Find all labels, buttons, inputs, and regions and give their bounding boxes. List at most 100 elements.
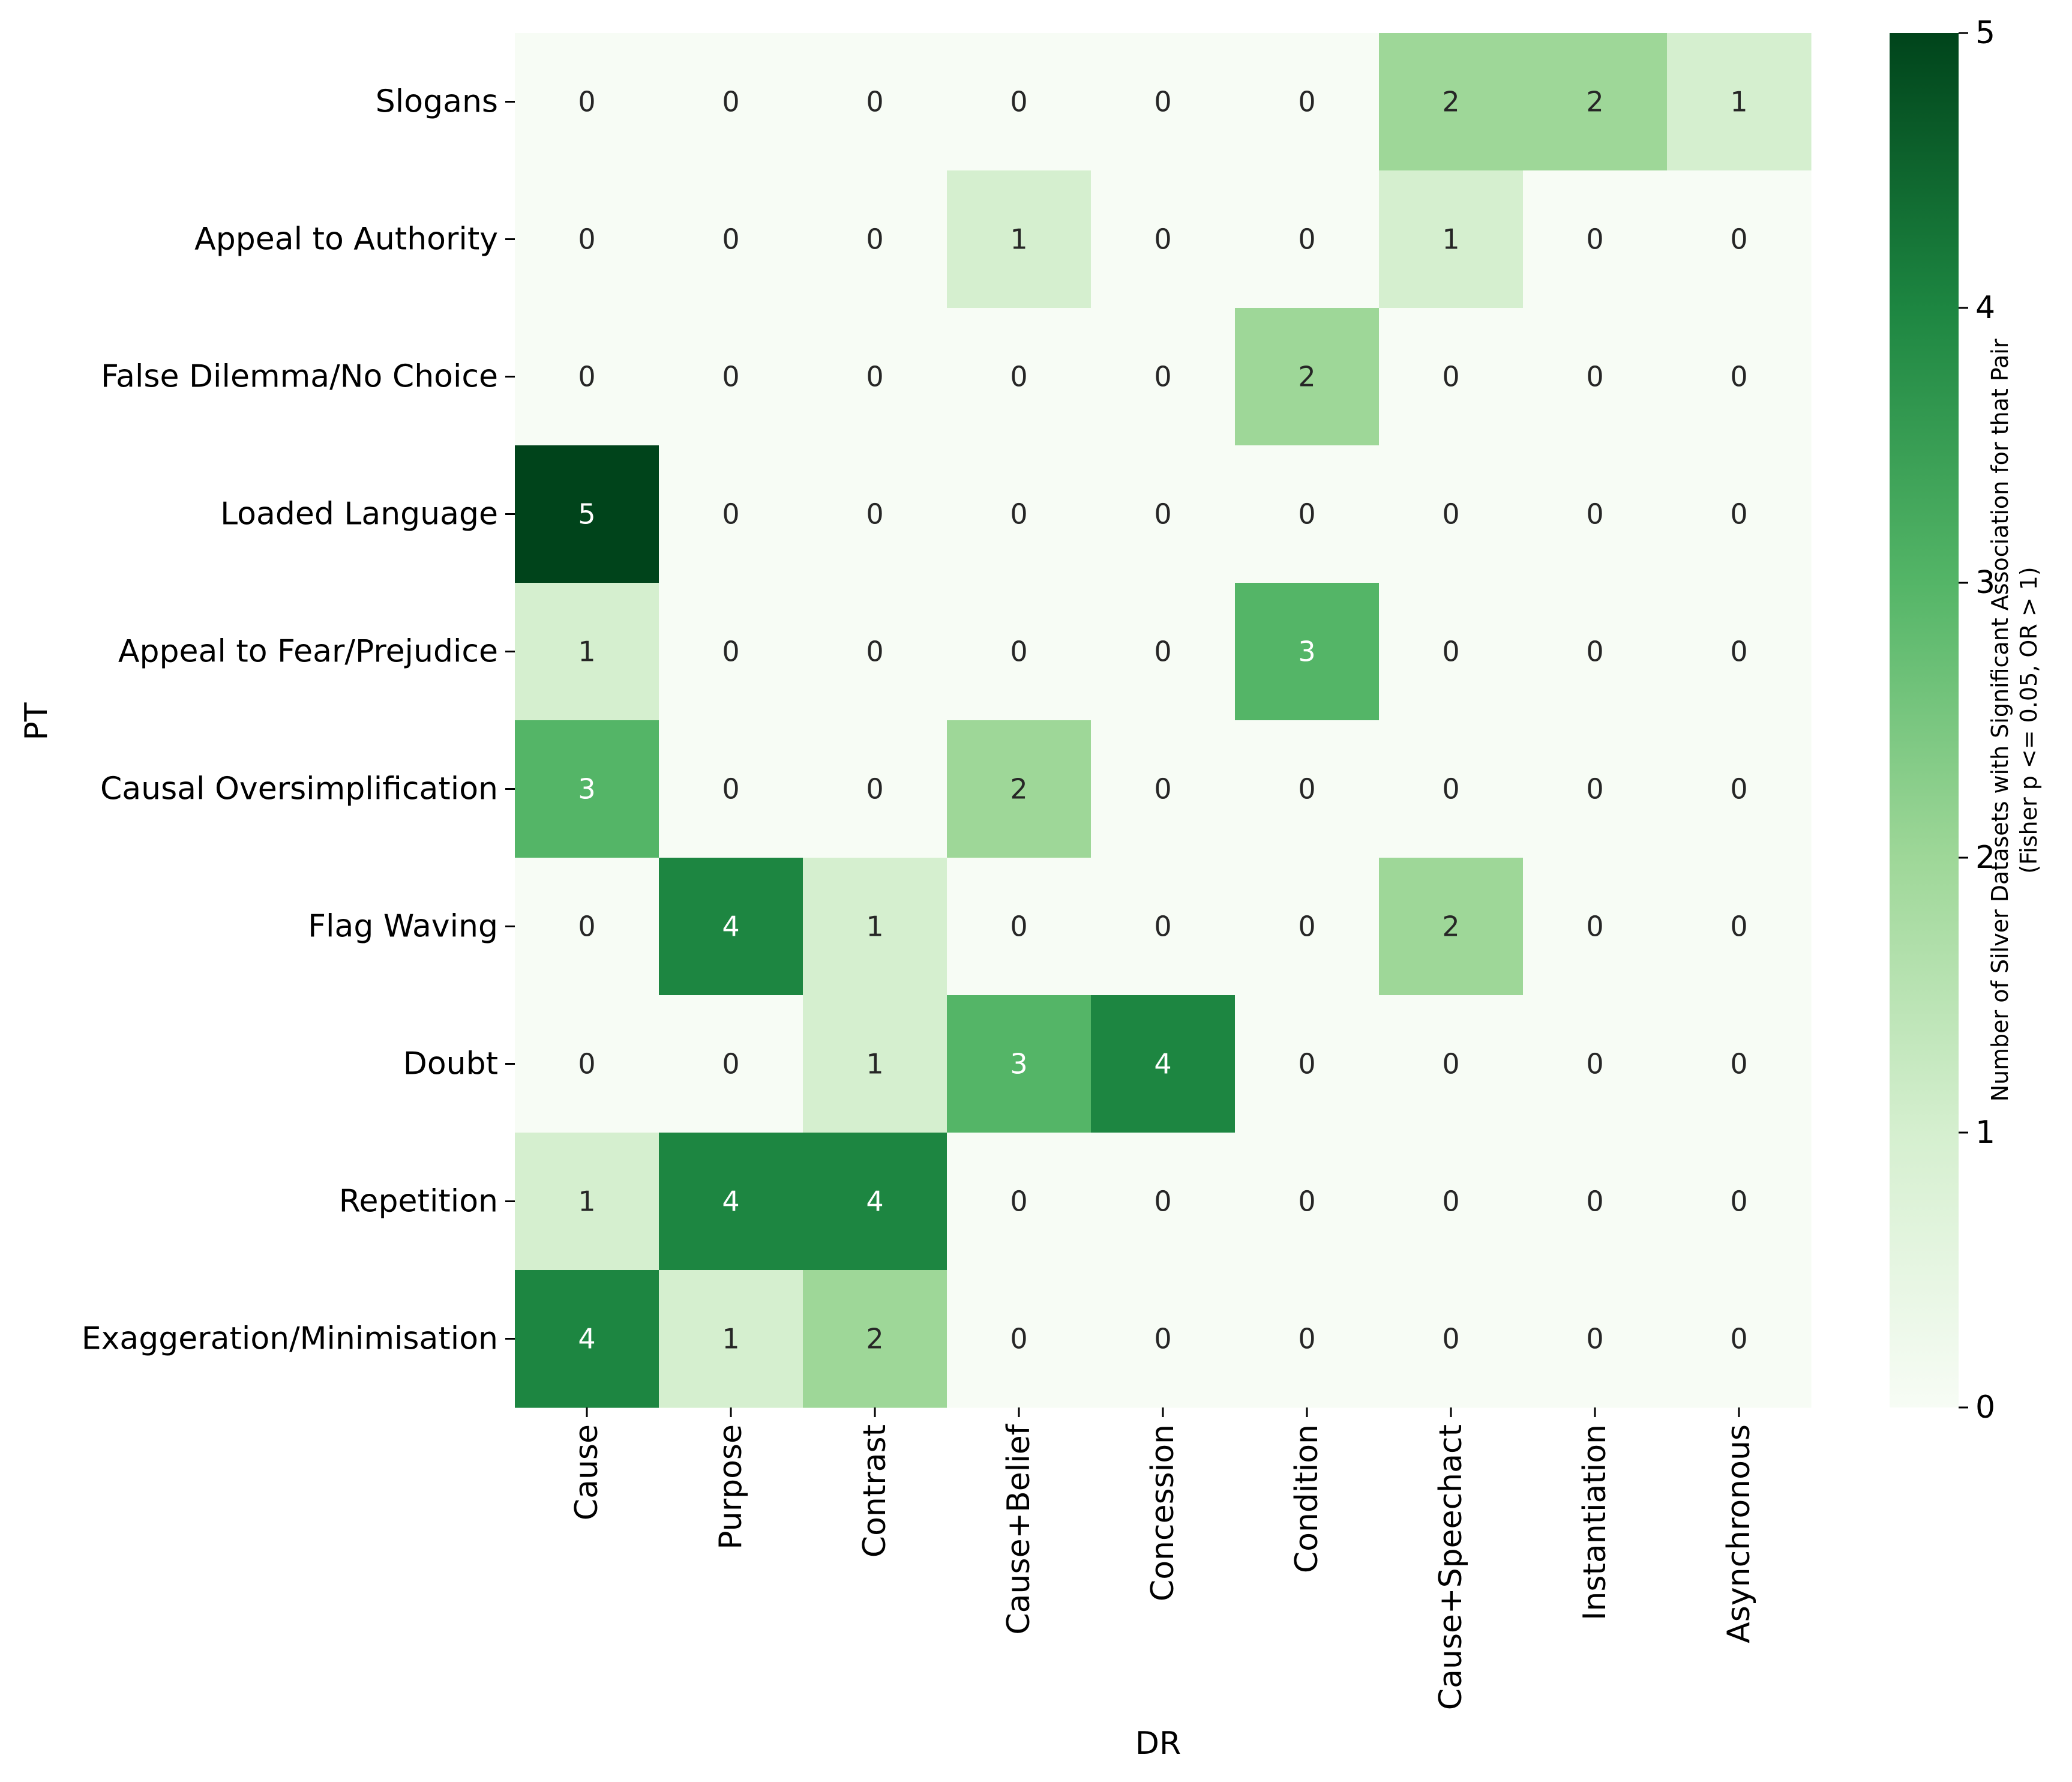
heatmap-cell	[1667, 308, 1812, 446]
heatmap-cell	[1667, 858, 1812, 996]
x-axis-ticks: Cause Purpose Contrast Cause+Belief Concessi…	[569, 1407, 1757, 1710]
heatmap-cell	[1091, 170, 1236, 309]
cell-value-label: 0	[722, 361, 739, 393]
heatmap-cell	[1523, 720, 1668, 858]
heatmap-cell	[515, 583, 659, 721]
cell-value-label: 0	[1442, 636, 1459, 668]
cell-value-label: 2	[1298, 361, 1315, 393]
y-tick-label: Exaggeration/Minimisation	[82, 1321, 498, 1357]
heatmap-cell	[1235, 995, 1380, 1133]
cell-value-label: 0	[578, 223, 595, 256]
y-tick-label: Appeal to Fear/Prejudice	[118, 634, 498, 670]
cell-value-label: 0	[1154, 223, 1171, 256]
y-axis-ticks: Slogans Appeal to Authority False Dilemma/…	[82, 84, 515, 1357]
cell-value-label: 0	[722, 86, 739, 118]
cell-value-label: 0	[1442, 1185, 1459, 1218]
cell-value-label: 0	[1298, 1185, 1315, 1218]
heatmap-cell	[947, 858, 1092, 996]
cell-value-label: 2	[1442, 86, 1459, 118]
heatmap-cell	[1379, 583, 1524, 721]
cell-value-label: 0	[1298, 1323, 1315, 1355]
cell-value-label: 0	[1586, 1048, 1603, 1080]
x-tick-label: Condition	[1289, 1424, 1325, 1573]
heatmap-cell	[1235, 308, 1380, 446]
cell-value-label: 0	[578, 361, 595, 393]
cell-value-label: 0	[1586, 361, 1603, 393]
cell-value-label: 0	[722, 223, 739, 256]
heatmap-cell	[515, 1270, 659, 1408]
cell-value-label: 1	[1010, 223, 1027, 256]
cell-value-label: 1	[578, 1185, 595, 1218]
cell-value-label: 0	[1010, 636, 1027, 668]
cell-value-label: 3	[1010, 1048, 1027, 1080]
heatmap-cell	[515, 170, 659, 309]
y-tick-label: Slogans	[376, 84, 498, 120]
y-tick-label: False Dilemma/No Choice	[101, 359, 498, 395]
cell-value-label: 0	[1154, 773, 1171, 805]
cell-value-label: 0	[1586, 636, 1603, 668]
heatmap-cell	[1091, 995, 1236, 1133]
cell-value-label: 1	[866, 911, 883, 943]
cell-value-label: 0	[1010, 1185, 1027, 1218]
heatmap-cell	[947, 995, 1092, 1133]
heatmap-cell	[1379, 1133, 1524, 1271]
heatmap-cell	[1379, 995, 1524, 1133]
heatmap-cell	[803, 445, 947, 583]
heatmap-cell	[659, 445, 803, 583]
heatmap-cell	[659, 1133, 803, 1271]
heatmap-cell	[803, 308, 947, 446]
cell-value-label: 0	[1730, 361, 1747, 393]
cell-value-label: 3	[1298, 636, 1315, 668]
cell-value-label: 0	[1298, 223, 1315, 256]
heatmap-cell	[1523, 308, 1668, 446]
heatmap-cell	[1379, 308, 1524, 446]
heatmap-cell	[1235, 445, 1380, 583]
heatmap-cell	[1523, 583, 1668, 721]
heatmap-cell	[1523, 995, 1668, 1133]
cell-value-label: 0	[1442, 1048, 1459, 1080]
cell-value-label: 4	[722, 1185, 739, 1218]
heatmap-cell	[803, 995, 947, 1133]
cell-value-label: 0	[1154, 361, 1171, 393]
cell-value-label: 1	[578, 636, 595, 668]
colorbar-tick-label: 4	[1975, 290, 1995, 326]
x-tick-label: Concession	[1145, 1424, 1181, 1601]
heatmap-cell	[515, 308, 659, 446]
heatmap-cell	[1523, 1270, 1668, 1408]
heatmap-cell	[803, 583, 947, 721]
colorbar-tick-label: 5	[1975, 15, 1995, 51]
heatmap-cell	[947, 170, 1092, 309]
heatmap-cell	[1523, 858, 1668, 996]
heatmap-cell	[1235, 858, 1380, 996]
x-tick-label: Cause	[569, 1424, 605, 1520]
heatmap-cell	[1667, 720, 1812, 858]
cell-value-label: 0	[1586, 1185, 1603, 1218]
cell-value-label: 0	[1730, 1048, 1747, 1080]
heatmap-cell	[803, 1133, 947, 1271]
cell-value-label: 0	[866, 361, 883, 393]
cell-value-label: 2	[1442, 911, 1459, 943]
heatmap-cell	[1235, 170, 1380, 309]
heatmap-cell	[1523, 445, 1668, 583]
cell-value-label: 0	[1442, 361, 1459, 393]
heatmap-cell	[659, 583, 803, 721]
heatmap-cell	[659, 858, 803, 996]
cell-value-label: 0	[1730, 1185, 1747, 1218]
heatmap-cell	[1667, 33, 1812, 171]
heatmap-cell	[1523, 1133, 1668, 1271]
cell-value-label: 0	[1586, 223, 1603, 256]
colorbar-label-line-2: (Fisher p <= 0.05, OR > 1)	[2016, 567, 2042, 873]
heatmap-cell	[947, 1270, 1092, 1408]
heatmap-cell	[659, 308, 803, 446]
x-tick-label: Asynchronous	[1721, 1424, 1757, 1643]
heatmap-cell-labels: 0 0 0 0 0 0 2 2 1 0 0 0 1 0 0 1 0 0 0 0 0 0 0 2 0 0 0 5 0 0 0 0 0 0 0 0 1 0 0 0…	[578, 86, 1747, 1355]
colorbar-tick-label: 1	[1975, 1115, 1995, 1151]
cell-value-label: 0	[1730, 911, 1747, 943]
cell-value-label: 0	[1442, 773, 1459, 805]
heatmap-cell	[515, 445, 659, 583]
colorbar	[1890, 33, 1959, 1407]
cell-value-label: 0	[1730, 223, 1747, 256]
cell-value-label: 4	[1154, 1048, 1171, 1080]
cell-value-label: 0	[1298, 86, 1315, 118]
y-tick-label: Appeal to Authority	[194, 221, 498, 257]
